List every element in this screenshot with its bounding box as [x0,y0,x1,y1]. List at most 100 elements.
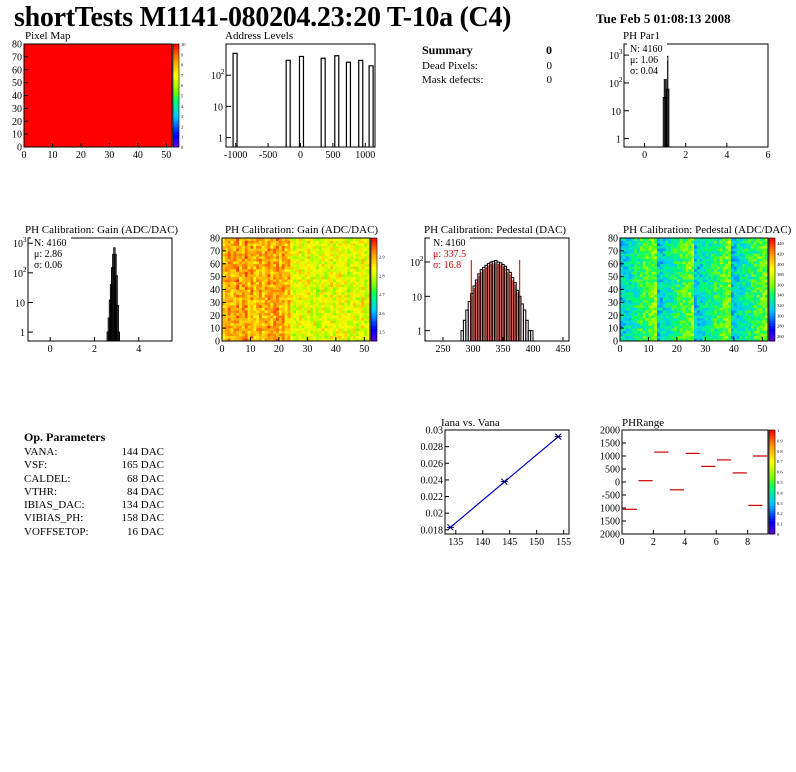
ph-pedestal-map-cell [634,276,638,280]
ph-gain-map-cell [256,335,260,339]
ph-pedestal-map-cell [662,266,666,270]
ph-gain-map-colorbar-cell [371,328,377,332]
ph-pedestal-map-cell [713,320,718,324]
ph-gain-map-cell [321,271,325,275]
ph-pedestal-map-cell [671,333,675,337]
ph-pedestal-map-cell [671,245,675,249]
ph-pedestal-map-cell [654,250,658,254]
ph-gain-map-cell [367,338,371,342]
ph-pedestal-map-cell [691,292,695,295]
ph-pedestal-map-cell [659,266,663,270]
ph-pedestal-map-cell [676,302,681,306]
ph-gain-map-cell [358,238,362,241]
ph-pedestal-map-cell [711,297,715,301]
ph-pedestal-map-cell [620,312,624,316]
ph-pedestal-map-cell [625,297,629,301]
ph-pedestal-map-cell [711,238,715,241]
ph-range-ytick-label: 500 [605,465,620,476]
ph-gain-map-cell [287,274,291,277]
ph-pedestal-map-cell [685,281,689,285]
ph-pedestal-map-cell [642,328,646,331]
ph-pedestal-map-cell [731,335,735,339]
ph-pedestal-map-cell [622,292,626,295]
ph-gain-map-cell [321,284,325,288]
ph-pedestal-map-cell [676,338,681,342]
ph-gain-map-cell [276,271,280,275]
ph-pedestal-map-cell [739,315,743,319]
ph-pedestal-map-cell [725,289,729,293]
ph-pedestal-map-cell [634,299,638,303]
ph-gain-map-cell [310,261,314,265]
ph-gain-map-cell [284,240,288,244]
ph-gain-map-cell [321,304,325,308]
ph-pedestal-map-cell [671,238,675,241]
ph-gain-map-cell [344,299,348,303]
ph-gain-map-cell [222,281,226,285]
ph-gain-map-cell [335,310,339,313]
ph-gain-map-cell [287,297,291,301]
ph-pedestal-map-cell [668,256,672,259]
ph-pedestal-map-cell [648,307,652,311]
ph-pedestal-map-cell [759,315,763,319]
ph-pedestal-map-cell [742,315,746,319]
address-levels-peak [345,61,352,147]
ph-gain-map-cell [355,325,359,329]
pixel-map-colorbar-cell [173,56,179,60]
ph-pedestal-map-cell [765,330,769,334]
ph-gain-map-cell [361,297,365,301]
ph-gain-map-cell [250,317,254,321]
ph-gain-map-cell [301,266,305,270]
ph-pedestal-map-cell [745,286,749,290]
ph-gain-map-cell [290,276,294,280]
ph-pedestal-map-cell [762,333,766,337]
ph-pedestal-map-cell [731,274,735,277]
ph-pedestal-map-cell [756,286,760,290]
ph-pedestal-map-cell [657,286,661,290]
op-param-row: CALDEL: 68 DAC [24,473,164,486]
ph-gain-map-cell [352,256,357,259]
ph-pedestal-map-cell [748,289,752,293]
ph-gain-map-cell [239,320,243,324]
ph-pedestal-map-cell [753,294,757,298]
ph-gain-map-cell [298,307,302,311]
ph-pedestal-map-cell [620,317,624,321]
ph-pedestal-map-cell [699,266,703,270]
ph-pedestal-map-cell [731,304,735,308]
ph-pedestal-map-colorbar-cell [769,253,775,257]
pixel-map-xtick-label: 20 [76,150,86,161]
ph-pedestal-map-cell [702,302,706,306]
ph-pedestal-map-cell [759,286,763,290]
ph-pedestal-map-cell [679,335,683,339]
ph-pedestal-map-cell [654,315,658,319]
ph-gain-map-cell [222,243,226,247]
ph-gain-map-cell [324,304,328,308]
ph-pedestal-map-cell [651,276,655,280]
ph-gain-map-cell [344,268,348,272]
ph-gain-map-cell [273,315,277,319]
ph-gain-map-cell [261,289,265,293]
ph-gain-map-cell [318,338,322,342]
ph-gain-map-cell [338,250,342,254]
ph-pedestal-map-cell [702,330,706,334]
ph-gain-map-cell [264,263,268,267]
ph-gain-map-cell [304,271,308,275]
ph-gain-map-cell [287,338,291,342]
ph-gain-map-cell [222,322,226,326]
ph-gain-map-cell [367,307,371,311]
ph-pedestal-map-cell [753,261,757,265]
ph-gain-map-cell [239,294,243,298]
ph-pedestal-map-cell [750,310,755,313]
ph-pedestal-map-cell [651,317,655,321]
ph-pedestal-map-cell [736,292,740,295]
ph-pedestal-map-cell [645,292,649,295]
ph-gain-map-cell [352,307,357,311]
ph-gain-map-cell [222,312,226,316]
ph-gain-map-colorbar-cell [371,245,377,249]
ph-pedestal-map-cell [745,333,749,337]
ph-pedestal-map-cell [639,297,644,301]
ph-gain-map-cell [250,322,254,326]
ph-pedestal-map-cell [713,325,718,329]
ph-gain-map-cell [301,333,305,337]
ph-gain-map-cell [335,261,339,265]
